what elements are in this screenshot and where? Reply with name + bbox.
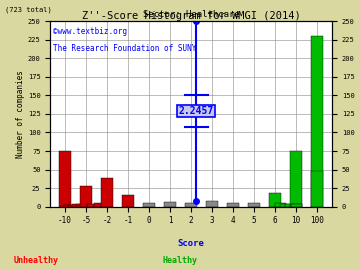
Bar — [206, 201, 218, 207]
Bar — [280, 204, 292, 207]
Bar — [101, 178, 113, 207]
Bar — [68, 205, 79, 207]
Bar — [80, 186, 92, 207]
Bar — [38, 205, 50, 207]
Bar — [76, 204, 87, 207]
Title: Z''-Score Histogram for WMGI (2014): Z''-Score Histogram for WMGI (2014) — [82, 11, 301, 21]
Bar — [291, 204, 302, 207]
Bar — [17, 205, 29, 207]
Bar — [291, 204, 302, 207]
Text: The Research Foundation of SUNY: The Research Foundation of SUNY — [53, 43, 197, 53]
X-axis label: Score: Score — [177, 239, 204, 248]
Bar — [63, 205, 75, 207]
Text: (723 total): (723 total) — [5, 7, 52, 14]
Bar — [285, 204, 297, 207]
Bar — [87, 204, 99, 207]
Bar — [248, 203, 260, 207]
Text: Healthy: Healthy — [162, 256, 198, 265]
Bar — [94, 203, 106, 207]
Bar — [275, 203, 286, 207]
Bar — [72, 204, 83, 207]
Text: Unhealthy: Unhealthy — [14, 256, 58, 265]
Bar — [185, 203, 197, 207]
Y-axis label: Number of companies: Number of companies — [16, 70, 25, 158]
Text: 2.2457: 2.2457 — [179, 106, 214, 116]
Bar — [228, 203, 239, 207]
Bar — [59, 151, 71, 207]
Bar — [291, 151, 302, 207]
Bar — [143, 203, 155, 207]
Text: ©www.textbiz.org: ©www.textbiz.org — [53, 27, 127, 36]
Text: Sector: Healthcare: Sector: Healthcare — [143, 11, 239, 19]
Bar — [0, 204, 8, 207]
Bar — [311, 171, 323, 207]
Bar — [122, 195, 134, 207]
Bar — [311, 36, 323, 207]
Bar — [164, 202, 176, 207]
Bar — [269, 193, 281, 207]
